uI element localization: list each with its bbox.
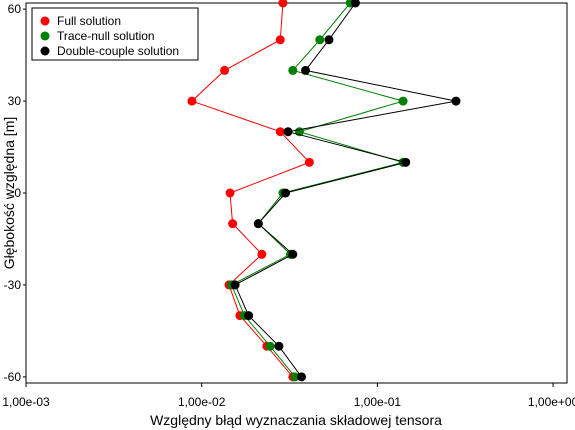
data-point <box>288 65 298 75</box>
legend-label: Double-couple solution <box>57 44 179 58</box>
x-tick-label: 1,00e+00 <box>528 395 575 409</box>
series-2 <box>230 0 461 382</box>
data-point <box>187 96 197 106</box>
y-tick-label: 30 <box>8 94 22 108</box>
data-point <box>297 372 307 382</box>
data-point <box>274 341 284 351</box>
data-point <box>257 249 267 259</box>
axis-ticks: 1,00e-03 1,00e-02 1,00e-01 1,00e+00 -60 -30 0 3… <box>2 2 575 409</box>
legend-box <box>31 7 199 61</box>
y-tick-label: -60 <box>4 370 22 384</box>
data-point <box>451 96 461 106</box>
data-point <box>290 372 300 382</box>
x-axis-title: Względny błąd wyznaczania składowej tens… <box>150 412 442 428</box>
y-tick-label: 0 <box>14 186 21 200</box>
y-tick-label: -30 <box>4 278 22 292</box>
y-tick-label: 60 <box>8 2 22 16</box>
data-point <box>230 280 240 290</box>
data-point <box>220 65 230 75</box>
data-point <box>304 157 314 167</box>
data-point <box>283 127 293 137</box>
x-tick-label: 1,00e-03 <box>2 395 50 409</box>
data-point <box>278 0 288 8</box>
data-point <box>401 157 411 167</box>
data-point <box>228 219 238 229</box>
data-point <box>315 35 325 45</box>
data-point <box>398 96 408 106</box>
legend-marker <box>40 31 50 41</box>
data-point <box>275 127 285 137</box>
data-point <box>253 219 263 229</box>
data-point <box>350 0 360 8</box>
series-layer <box>187 0 461 382</box>
legend-label: Trace-null solution <box>57 29 155 43</box>
data-point <box>275 35 285 45</box>
data-point <box>225 188 235 198</box>
data-point <box>288 249 298 259</box>
legend-label: Full solution <box>57 14 121 28</box>
x-tick-label: 1,00e-02 <box>178 395 226 409</box>
x-tick-label: 1,00e-01 <box>354 395 402 409</box>
legend-marker <box>40 16 50 26</box>
y-axis-title: Głębokość względna [m] <box>1 117 17 270</box>
data-point <box>301 65 311 75</box>
data-point <box>324 35 334 45</box>
data-point <box>265 341 275 351</box>
data-point <box>244 311 254 321</box>
legend-marker <box>40 46 50 56</box>
data-point <box>281 188 291 198</box>
